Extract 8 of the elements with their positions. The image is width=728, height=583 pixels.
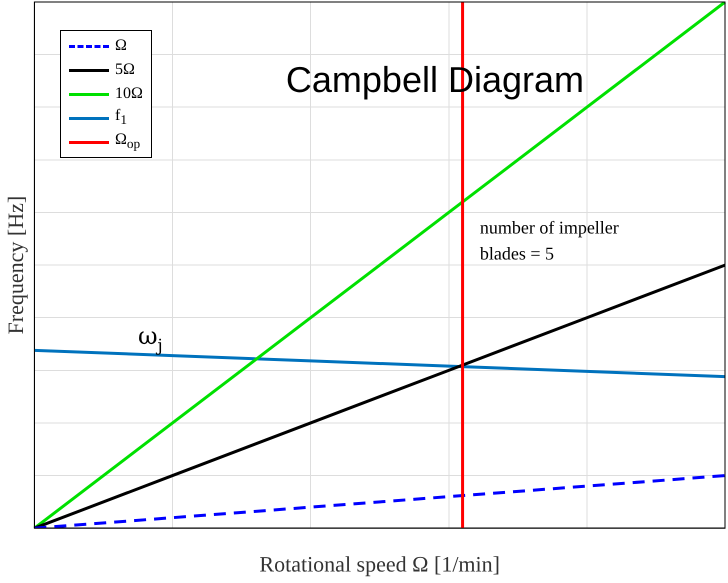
- legend-label: f$_{1}$: [115, 107, 127, 129]
- legend-label: Ω: [115, 37, 127, 55]
- text: Ω$_{op}$: [115, 131, 140, 152]
- legend-label: 5Ω: [115, 61, 135, 79]
- x-axis-title: Rotational speed Ω [1/min]: [259, 552, 500, 577]
- y-axis-title: Frequency [Hz]: [2, 196, 28, 334]
- annotation: number of impeller blades = 5: [480, 218, 619, 264]
- legend-label: 10Ω: [115, 85, 143, 103]
